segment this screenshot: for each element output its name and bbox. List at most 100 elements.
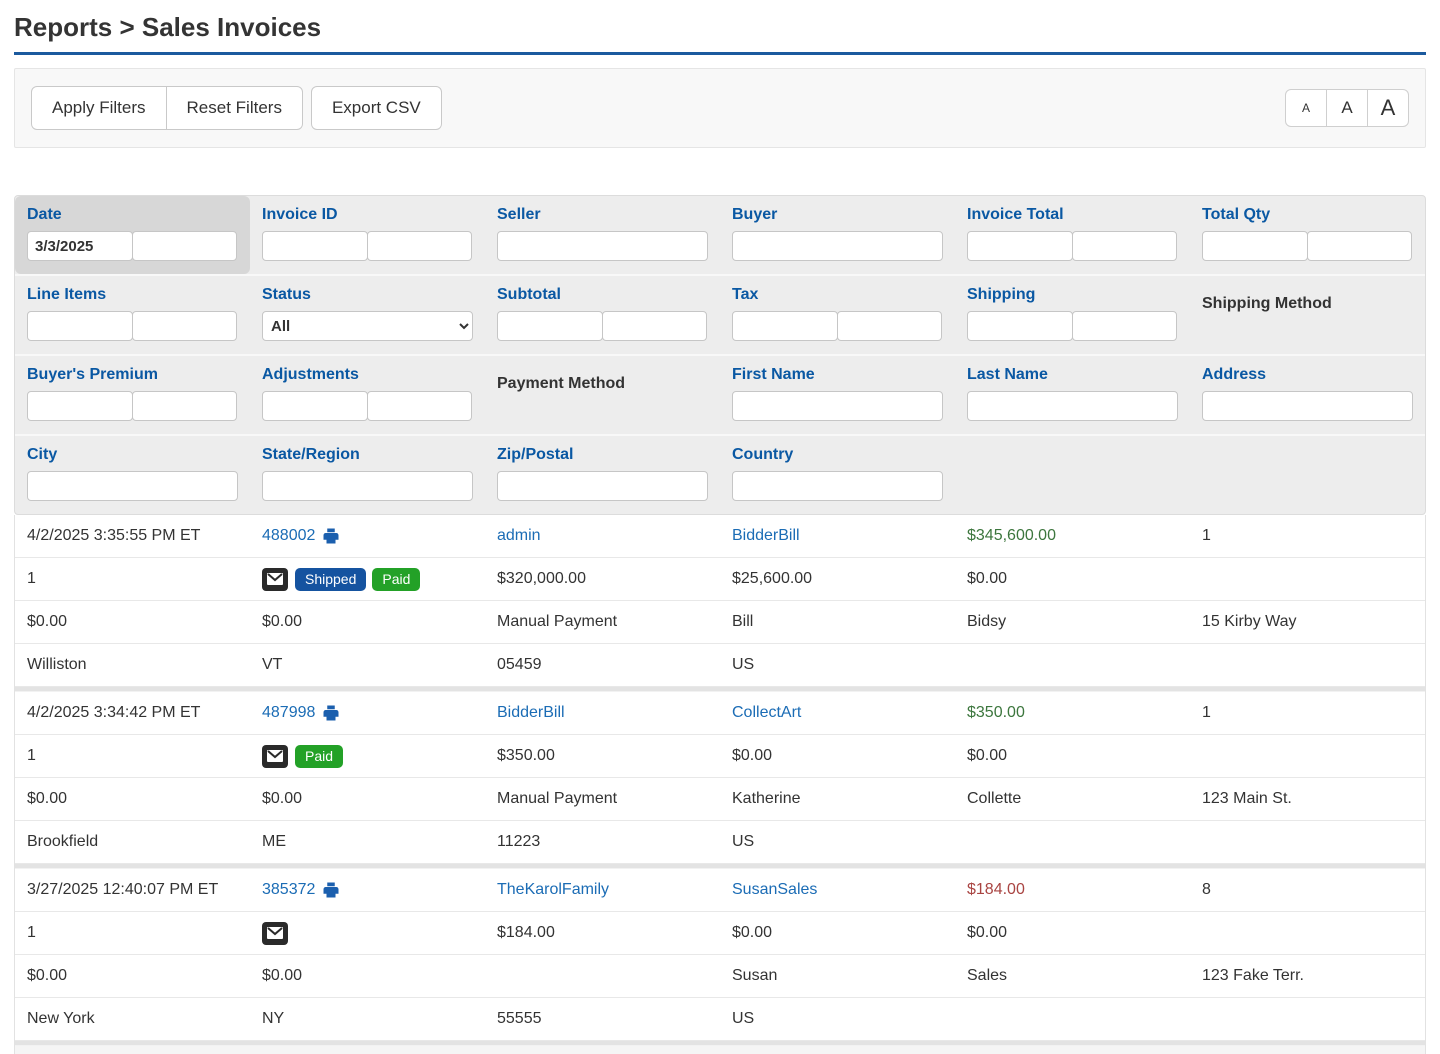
invoice-id-link[interactable]: 487998 (262, 704, 316, 721)
email-icon[interactable] (262, 567, 288, 591)
buyers-premium: $0.00 (27, 613, 68, 630)
paid-badge: Paid (372, 567, 421, 591)
city: Brookfield (27, 833, 99, 850)
first-name-input[interactable] (732, 391, 943, 421)
filter-last-name-label: Last Name (967, 366, 1048, 383)
filter-panel: Date Invoice ID Seller Buyer (14, 195, 1426, 515)
invoice-total-from-input[interactable] (967, 231, 1073, 261)
filter-line-items: Line Items (15, 276, 250, 354)
tax: $0.00 (732, 747, 773, 764)
shipping: $0.00 (967, 924, 1008, 941)
adjustments-to-input[interactable] (366, 391, 472, 421)
subtotal-from-input[interactable] (497, 311, 603, 341)
state-input[interactable] (262, 471, 473, 501)
country-input[interactable] (732, 471, 943, 501)
filter-buyer-label: Buyer (732, 206, 778, 223)
invoice-id-to-input[interactable] (366, 231, 472, 261)
printer-icon[interactable] (322, 704, 340, 722)
font-size-small-button[interactable]: A (1285, 89, 1327, 127)
invoice-id-from-input[interactable] (262, 231, 368, 261)
email-icon[interactable] (262, 744, 288, 768)
zip-input[interactable] (497, 471, 708, 501)
total-qty-to-input[interactable] (1306, 231, 1412, 261)
total-qty: 8 (1202, 881, 1211, 898)
filter-city-label: City (27, 446, 58, 463)
shipping-from-input[interactable] (967, 311, 1073, 341)
seller-link[interactable]: TheKarolFamily (497, 881, 610, 898)
shipping-to-input[interactable] (1071, 311, 1177, 341)
buyer-link[interactable]: CollectArt (732, 704, 802, 721)
line-items-from-input[interactable] (27, 311, 133, 341)
line-items-to-input[interactable] (131, 311, 237, 341)
subtotal: $350.00 (497, 747, 555, 764)
line-items: 1 (27, 570, 36, 587)
shipped-badge: Shipped (295, 567, 367, 591)
total-qty-from-input[interactable] (1202, 231, 1308, 261)
adjustments: $0.00 (262, 613, 303, 630)
tax-to-input[interactable] (836, 311, 942, 341)
tax: $0.00 (732, 924, 773, 941)
zip: 05459 (497, 656, 542, 673)
font-size-medium-button[interactable]: A (1326, 89, 1368, 127)
filter-last-name: Last Name (955, 356, 1190, 434)
invoice-id-cell: 488002 (250, 527, 485, 545)
filter-seller: Seller (485, 196, 720, 274)
invoice-total-to-input[interactable] (1071, 231, 1177, 261)
filter-status: Status All (250, 276, 485, 354)
buyers-premium-from-input[interactable] (27, 391, 133, 421)
city-input[interactable] (27, 471, 238, 501)
printer-icon[interactable] (322, 881, 340, 899)
reset-filters-button[interactable]: Reset Filters (165, 85, 303, 131)
filter-first-name-label: First Name (732, 366, 815, 383)
filter-button-group: Apply Filters Reset Filters (31, 85, 303, 131)
export-csv-button[interactable]: Export CSV (310, 85, 442, 131)
font-size-large-button[interactable]: A (1367, 89, 1409, 127)
shipping: $0.00 (967, 747, 1008, 764)
invoice-group: 4/2/2025 3:34:42 PM ET 487998 BidderBill… (15, 692, 1425, 864)
first-name: Katherine (732, 790, 801, 807)
date-to-input[interactable] (131, 231, 237, 261)
printer-icon[interactable] (322, 527, 340, 545)
zip: 11223 (497, 833, 541, 850)
filter-status-label: Status (262, 286, 311, 303)
tax-from-input[interactable] (732, 311, 838, 341)
seller-link[interactable]: admin (497, 527, 541, 544)
seller-link[interactable]: BidderBill (497, 704, 565, 721)
tax: $25,600.00 (732, 570, 813, 587)
last-name: Bidsy (967, 613, 1007, 630)
filter-first-name: First Name (720, 356, 955, 434)
state: VT (262, 656, 283, 673)
buyer-link[interactable]: SusanSales (732, 881, 818, 898)
filter-shipping-label: Shipping (967, 286, 1036, 303)
email-icon[interactable] (262, 921, 288, 945)
table-row: 4/2/2025 3:35:55 PM ET 488002 admin Bidd… (15, 515, 1425, 558)
invoice-id-link[interactable]: 488002 (262, 527, 316, 544)
table-row: 4/2/2025 3:34:42 PM ET 487998 BidderBill… (15, 692, 1425, 735)
adjustments-from-input[interactable] (262, 391, 368, 421)
status-cell (250, 921, 485, 945)
buyer-input[interactable] (732, 231, 943, 261)
status-select[interactable]: All (262, 311, 473, 341)
address-input[interactable] (1202, 391, 1413, 421)
filter-state-label: State/Region (262, 446, 360, 463)
invoice-id-link[interactable]: 385372 (262, 881, 316, 898)
filter-invoice-id-label: Invoice ID (262, 206, 338, 223)
first-name: Susan (732, 967, 778, 984)
line-items: 1 (27, 747, 36, 764)
payment-method: Manual Payment (497, 613, 618, 630)
filter-date: Date (15, 196, 250, 274)
buyer-link[interactable]: BidderBill (732, 527, 800, 544)
seller-input[interactable] (497, 231, 708, 261)
filter-adjustments-label: Adjustments (262, 366, 359, 383)
last-name-input[interactable] (967, 391, 1178, 421)
subtotal-to-input[interactable] (601, 311, 707, 341)
toolbar: Apply Filters Reset Filters Export CSV A… (14, 68, 1426, 148)
buyers-premium: $0.00 (27, 790, 68, 807)
apply-filters-button[interactable]: Apply Filters (31, 85, 167, 131)
filter-seller-label: Seller (497, 206, 541, 223)
buyers-premium-to-input[interactable] (131, 391, 237, 421)
status-badges: Shipped Paid (295, 567, 421, 591)
filter-invoice-id: Invoice ID (250, 196, 485, 274)
first-name: Bill (732, 613, 754, 630)
date-from-input[interactable] (27, 231, 133, 261)
